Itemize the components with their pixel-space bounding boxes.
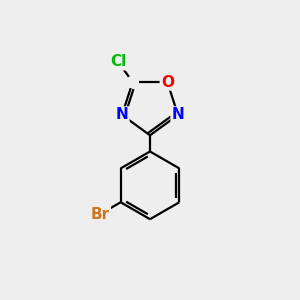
Text: N: N [172,107,184,122]
Text: O: O [161,74,174,89]
Text: Cl: Cl [110,54,126,69]
Text: N: N [116,107,128,122]
Text: Br: Br [91,206,110,221]
